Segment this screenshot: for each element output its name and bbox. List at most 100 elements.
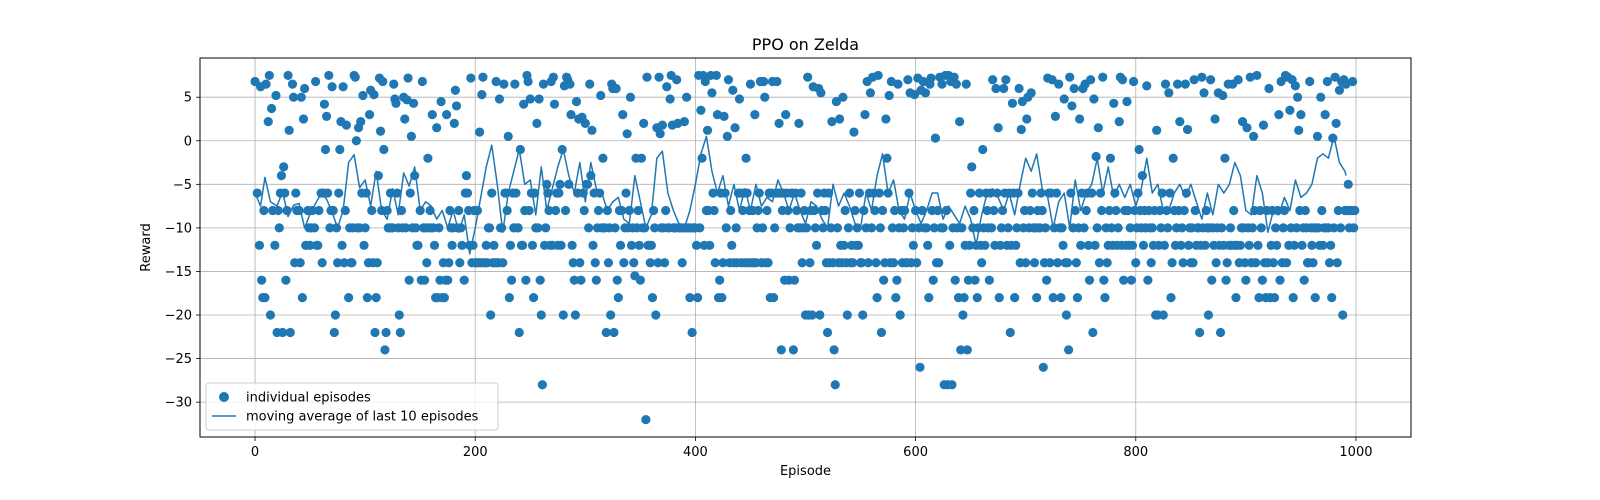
- scatter-point: [816, 88, 826, 98]
- scatter-point: [1312, 131, 1323, 142]
- scatter-point: [879, 275, 889, 285]
- scatter-point: [1275, 275, 1285, 285]
- scatter-point: [691, 240, 702, 250]
- scatter-point: [610, 223, 620, 233]
- scatter-point: [930, 133, 941, 143]
- scatter-point: [802, 223, 812, 233]
- scatter-point: [807, 310, 817, 320]
- scatter-point: [1348, 76, 1358, 87]
- scatter-point: [1086, 75, 1096, 85]
- scatter-point: [949, 72, 959, 82]
- scatter-point: [285, 327, 295, 338]
- scatter-point: [360, 223, 370, 233]
- scatter-point: [677, 258, 687, 268]
- scatter-point: [314, 205, 324, 216]
- scatter-point: [813, 188, 823, 198]
- scatter-point: [379, 144, 389, 155]
- scatter-point: [770, 223, 780, 233]
- scatter-point: [1288, 293, 1298, 303]
- scatter-point: [432, 123, 442, 133]
- scatter-point: [535, 275, 545, 285]
- scatter-point: [1331, 118, 1341, 128]
- scatter-point: [568, 258, 578, 268]
- scatter-point: [929, 223, 939, 233]
- scatter-point: [895, 310, 905, 320]
- scatter-point: [1071, 258, 1081, 268]
- scatter-point: [768, 293, 779, 303]
- scatter-point: [711, 70, 721, 81]
- scatter-point: [1264, 83, 1274, 94]
- scatter-point: [1084, 275, 1095, 285]
- scatter-point: [1207, 275, 1217, 285]
- scatter-point: [337, 240, 347, 250]
- scatter-point: [1054, 79, 1064, 89]
- scatter-point: [829, 345, 839, 355]
- scatter-point: [486, 310, 496, 320]
- scatter-point: [1048, 293, 1058, 303]
- scatter-point: [341, 120, 352, 130]
- scatter-point: [400, 114, 410, 124]
- scatter-point: [1152, 125, 1162, 135]
- scatter-point: [840, 205, 850, 216]
- scatter-point: [489, 240, 499, 250]
- scatter-point: [1125, 223, 1135, 233]
- scatter-point: [857, 258, 867, 268]
- scatter-point: [679, 117, 690, 127]
- scatter-point: [1307, 240, 1317, 250]
- scatter-point: [1097, 205, 1107, 216]
- scatter-point: [320, 144, 331, 155]
- scatter-point: [299, 83, 310, 94]
- y-tick-label: 0: [184, 134, 192, 149]
- scatter-point: [1300, 205, 1310, 216]
- scatter-point: [1251, 258, 1261, 268]
- scatter-point: [815, 310, 825, 320]
- scatter-point: [536, 310, 546, 320]
- scatter-point: [853, 240, 863, 250]
- scatter-point: [1168, 153, 1178, 163]
- scatter-point: [1296, 110, 1306, 120]
- scatter-point: [403, 73, 413, 83]
- scatter-point: [1067, 101, 1077, 111]
- scatter-point: [1320, 110, 1330, 120]
- scatter-point: [296, 92, 306, 102]
- scatter-point: [1231, 293, 1241, 303]
- scatter-point: [731, 223, 741, 233]
- scatter-point: [645, 258, 655, 268]
- scatter-point: [569, 275, 579, 285]
- scatter-point: [991, 83, 1001, 94]
- scatter-point: [912, 258, 922, 268]
- scatter-point: [1081, 205, 1091, 216]
- scatter-point: [970, 275, 980, 285]
- scatter-point: [375, 126, 386, 136]
- scatter-point: [1104, 205, 1114, 216]
- scatter-point: [339, 258, 349, 268]
- scatter-point: [590, 258, 600, 268]
- scatter-point: [1184, 240, 1194, 250]
- scatter-point: [1050, 111, 1061, 121]
- scatter-point: [874, 188, 884, 198]
- scatter-point: [1083, 240, 1094, 250]
- scatter-point: [1210, 114, 1220, 124]
- scatter-point: [933, 205, 943, 216]
- scatter-point: [1038, 362, 1048, 372]
- scatter-point: [413, 240, 423, 250]
- scatter-point: [1051, 188, 1062, 198]
- scatter-point: [1065, 72, 1075, 82]
- scatter-point: [1007, 98, 1018, 108]
- scatter-point: [322, 111, 332, 121]
- y-tick-label: 5: [184, 91, 192, 106]
- legend-marker-scatter: [219, 392, 229, 402]
- scatter-point: [1014, 83, 1024, 94]
- scatter-point: [898, 223, 909, 233]
- scatter-point: [974, 188, 985, 198]
- scatter-point: [957, 223, 967, 233]
- x-tick-label: 600: [903, 445, 928, 460]
- scatter-point: [1188, 258, 1198, 268]
- scatter-point: [887, 223, 898, 233]
- scatter-point: [503, 131, 513, 142]
- scatter-point: [831, 96, 841, 107]
- scatter-point: [639, 118, 649, 128]
- scatter-point: [967, 162, 977, 172]
- line-series: [254, 135, 1347, 255]
- scatter-point: [359, 240, 369, 250]
